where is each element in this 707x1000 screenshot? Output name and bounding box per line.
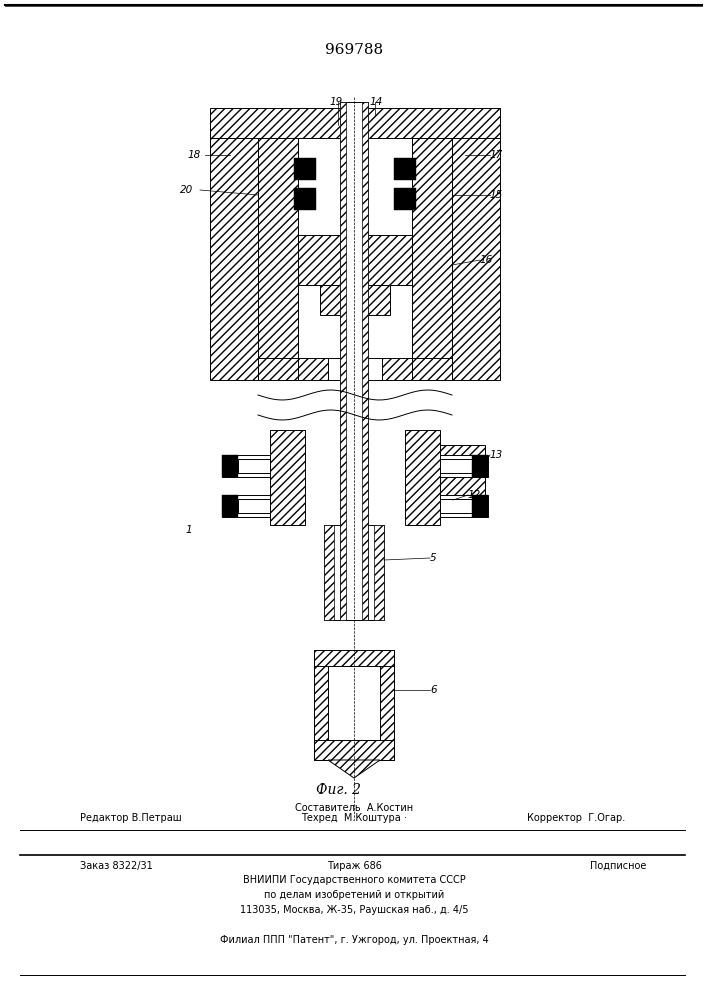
Text: Тираж 686: Тираж 686 xyxy=(327,861,382,871)
Text: 19: 19 xyxy=(330,97,344,107)
Bar xyxy=(472,455,488,477)
Bar xyxy=(328,358,382,380)
Text: по делам изобретений и открытий: по делам изобретений и открытий xyxy=(264,890,444,900)
Bar xyxy=(324,525,384,620)
Bar xyxy=(294,188,316,210)
Text: Фиг. 2: Фиг. 2 xyxy=(317,783,361,797)
Text: 20: 20 xyxy=(180,185,193,195)
Bar xyxy=(340,102,368,620)
Text: 1: 1 xyxy=(185,525,192,535)
Text: 5: 5 xyxy=(430,553,437,563)
Text: 6: 6 xyxy=(430,685,437,695)
Bar xyxy=(340,102,346,620)
Bar xyxy=(210,108,500,138)
Bar xyxy=(238,499,270,513)
Bar xyxy=(258,358,298,380)
Bar xyxy=(298,138,412,380)
Bar xyxy=(324,525,334,620)
Text: Корректор  Г.Огар.: Корректор Г.Огар. xyxy=(527,813,625,823)
Bar xyxy=(294,158,316,180)
Text: 113035, Москва, Ж-35, Раушская наб., д. 4/5: 113035, Москва, Ж-35, Раушская наб., д. … xyxy=(240,905,468,915)
Bar xyxy=(394,188,416,210)
Text: Филиал ППП "Патент", г. Ужгород, ул. Проектная, 4: Филиал ППП "Патент", г. Ужгород, ул. Про… xyxy=(220,935,489,945)
Bar xyxy=(320,285,358,315)
Bar xyxy=(314,650,328,760)
Bar xyxy=(394,158,416,180)
Bar xyxy=(298,235,358,285)
Bar xyxy=(314,740,394,760)
Text: Составитель  А.Костин: Составитель А.Костин xyxy=(295,803,413,813)
Text: 12: 12 xyxy=(468,490,481,500)
Bar xyxy=(440,455,488,477)
Bar xyxy=(440,495,488,517)
Text: Заказ 8322/31: Заказ 8322/31 xyxy=(80,861,153,871)
Bar xyxy=(222,455,270,477)
Bar xyxy=(412,358,452,380)
Bar xyxy=(270,430,305,525)
Bar xyxy=(238,459,270,473)
Text: Техред  М.Коштура ·: Техред М.Коштура · xyxy=(301,813,407,823)
Bar xyxy=(352,235,412,285)
Text: 13: 13 xyxy=(490,450,503,460)
Bar xyxy=(472,495,488,517)
Bar xyxy=(222,495,238,517)
Bar xyxy=(440,445,485,500)
Bar xyxy=(328,666,380,740)
Text: 17: 17 xyxy=(490,150,503,160)
Text: ВНИИПИ Государственного комитета СССР: ВНИИПИ Государственного комитета СССР xyxy=(243,875,465,885)
Bar xyxy=(452,138,500,380)
Bar xyxy=(374,525,384,620)
Text: Подписное: Подписное xyxy=(590,861,646,871)
Bar xyxy=(258,138,298,380)
Text: 969788: 969788 xyxy=(325,43,383,57)
Bar xyxy=(412,138,452,380)
Text: 16: 16 xyxy=(480,255,493,265)
Bar xyxy=(210,138,258,380)
Bar xyxy=(298,358,328,380)
Text: 14: 14 xyxy=(370,97,383,107)
Bar xyxy=(222,455,238,477)
Bar xyxy=(382,358,412,380)
Bar xyxy=(380,650,394,760)
Bar xyxy=(440,459,472,473)
Bar xyxy=(314,650,394,666)
Bar xyxy=(405,430,440,525)
Polygon shape xyxy=(328,760,380,778)
Text: Редактор В.Петраш: Редактор В.Петраш xyxy=(80,813,182,823)
Bar xyxy=(222,495,270,517)
Bar xyxy=(352,285,390,315)
Bar xyxy=(440,499,472,513)
Text: 15: 15 xyxy=(490,190,503,200)
Bar xyxy=(362,102,368,620)
Text: 18: 18 xyxy=(188,150,201,160)
